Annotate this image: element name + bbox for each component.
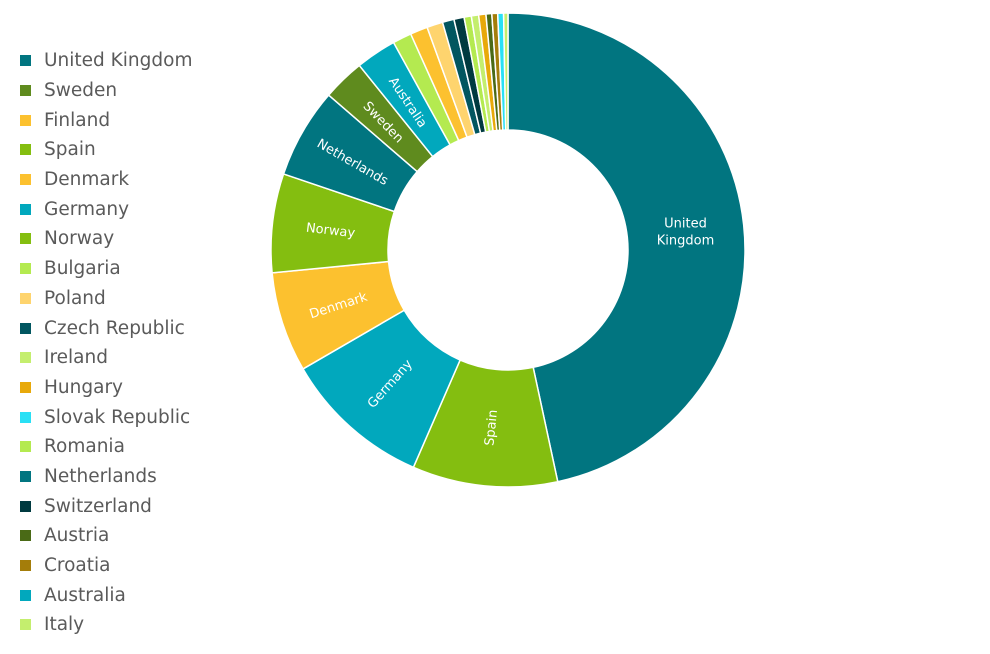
legend-swatch	[20, 560, 31, 572]
legend-item: Austria	[20, 521, 250, 551]
legend-label: Czech Republic	[44, 317, 185, 339]
legend-item: United Kingdom	[20, 46, 250, 76]
legend-label: Australia	[44, 584, 126, 606]
slice-italy	[502, 12, 509, 131]
legend-label: Croatia	[44, 555, 111, 577]
legend-swatch	[20, 322, 31, 334]
legend-swatch	[20, 381, 31, 393]
legend-label: Austria	[44, 525, 110, 547]
legend-swatch	[20, 441, 31, 453]
legend-label: Norway	[44, 228, 115, 250]
legend-label: Slovak Republic	[44, 406, 191, 428]
legend-item: Croatia	[20, 551, 250, 581]
legend-label: United Kingdom	[44, 50, 193, 72]
legend-item: Romania	[20, 432, 250, 462]
legend-label: Bulgaria	[44, 258, 121, 280]
legend-swatch	[20, 85, 31, 97]
legend-item: Spain	[20, 135, 250, 165]
legend-swatch	[20, 530, 31, 542]
chart-legend: United Kingdom Sweden Finland Spain Denmark G…	[20, 46, 250, 640]
legend-label: Poland	[44, 287, 106, 309]
slice-label-line: Kingdom	[657, 234, 715, 249]
legend-label: Spain	[44, 139, 96, 161]
legend-swatch	[20, 114, 31, 126]
legend-item: Netherlands	[20, 462, 250, 492]
slice-label: Norway	[305, 221, 356, 242]
legend-item: Ireland	[20, 343, 250, 373]
legend-item: Norway	[20, 224, 250, 254]
legend-label: Ireland	[44, 347, 108, 369]
legend-swatch	[20, 263, 31, 275]
slice-label-line: Spain	[482, 409, 501, 447]
slice-label-line: United	[664, 217, 707, 232]
legend-item: Bulgaria	[20, 254, 250, 284]
legend-item: Australia	[20, 580, 250, 610]
slice-label: United Kingdom	[657, 217, 715, 249]
legend-swatch	[20, 500, 31, 512]
slice-label: Spain	[482, 409, 501, 447]
legend-swatch	[20, 411, 31, 423]
legend-label: Netherlands	[44, 465, 157, 487]
legend-swatch	[20, 233, 31, 245]
donut-slices	[270, 12, 746, 488]
legend-label: Germany	[44, 198, 130, 220]
legend-swatch	[20, 292, 31, 304]
legend-item: Czech Republic	[20, 313, 250, 343]
legend-label: Denmark	[44, 169, 130, 191]
legend-item: Germany	[20, 194, 250, 224]
legend-swatch	[20, 619, 31, 631]
legend-swatch	[20, 470, 31, 482]
legend-item: Switzerland	[20, 491, 250, 521]
legend-item: Italy	[20, 610, 250, 640]
legend-label: Finland	[44, 109, 111, 131]
legend-swatch	[20, 203, 31, 215]
legend-label: Sweden	[44, 80, 118, 102]
legend-item: Sweden	[20, 76, 250, 106]
legend-item: Hungary	[20, 373, 250, 403]
legend-swatch	[20, 589, 31, 601]
legend-label: Romania	[44, 436, 125, 458]
legend-label: Switzerland	[44, 495, 152, 517]
slice-united-kingdom	[507, 12, 746, 483]
legend-item: Denmark	[20, 165, 250, 195]
legend-swatch	[20, 55, 31, 67]
legend-swatch	[20, 352, 31, 364]
legend-item: Slovak Republic	[20, 402, 250, 432]
legend-label: Hungary	[44, 376, 123, 398]
legend-swatch	[20, 144, 31, 156]
legend-item: Finland	[20, 105, 250, 135]
slice-label-line: Norway	[305, 221, 356, 242]
legend-swatch	[20, 174, 31, 186]
legend-label: Italy	[44, 614, 85, 636]
legend-item: Poland	[20, 284, 250, 314]
